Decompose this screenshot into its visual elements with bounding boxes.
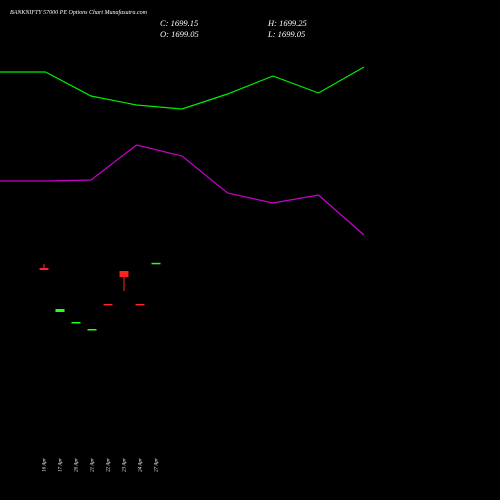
chart-title: BANKNIFTY 57000 PE Options Chart Munafas… bbox=[10, 9, 148, 16]
x-tick-label: 24 Apr bbox=[139, 458, 144, 472]
candle-body bbox=[119, 271, 129, 277]
x-tick-label: 21 Apr bbox=[91, 458, 96, 472]
candle-body bbox=[39, 268, 49, 270]
x-tick-label: 16 Apr bbox=[43, 458, 48, 472]
x-tick-label: 23 Apr bbox=[123, 458, 128, 472]
open-label: O: 1699.05 bbox=[160, 29, 199, 39]
x-tick-label: 27 Apr bbox=[155, 458, 160, 472]
candle-body bbox=[135, 304, 145, 306]
candle-body bbox=[55, 309, 65, 312]
indicator-line bbox=[0, 144, 365, 236]
x-tick-label: 17 Apr bbox=[59, 458, 64, 472]
candle-body bbox=[71, 322, 81, 324]
indicator-line bbox=[0, 66, 365, 110]
candle-body bbox=[151, 262, 161, 265]
close-label: C: 1699.15 bbox=[160, 18, 198, 28]
x-tick-label: 22 Apr bbox=[107, 458, 112, 472]
candle-body bbox=[87, 329, 97, 331]
high-label: H: 1699.25 bbox=[267, 18, 307, 28]
candle-body bbox=[103, 304, 113, 306]
x-tick-label: 20 Apr bbox=[75, 458, 80, 472]
low-label: L: 1699.05 bbox=[267, 29, 305, 39]
